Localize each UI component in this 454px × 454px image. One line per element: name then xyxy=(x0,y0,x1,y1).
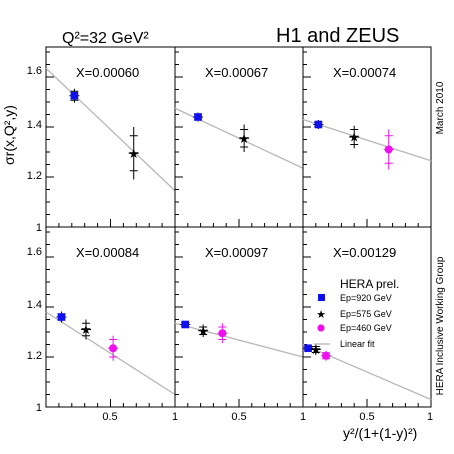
data-point-460 xyxy=(218,329,227,338)
date-label: March 2010 xyxy=(435,81,446,134)
fit-line xyxy=(45,311,176,396)
data-point-920 xyxy=(194,113,202,121)
x-axis-title: y²/(1+(1-y)²) xyxy=(343,425,417,441)
legend-label-fit: Linear fit xyxy=(340,339,375,349)
data-point-575: ★ xyxy=(197,323,209,338)
data-point-460 xyxy=(109,344,118,353)
panel-label: X=0.00097 xyxy=(205,245,268,260)
data-point-920 xyxy=(304,344,312,353)
data-point-920 xyxy=(314,120,323,129)
legend-label-460: Ep=460 GeV xyxy=(340,323,392,333)
legend-circle-marker xyxy=(317,324,325,332)
y-tick-label: 1.4 xyxy=(27,299,42,311)
x-tick-label: 0.5 xyxy=(102,411,117,423)
data-point-575: ★ xyxy=(80,322,92,337)
fit-line xyxy=(302,118,432,162)
data-point-575: ★ xyxy=(128,146,140,161)
x-tick-label: 1 xyxy=(300,411,306,423)
group-label: HERA Inclusive Working Group xyxy=(435,256,446,395)
data-point-460 xyxy=(384,145,393,154)
data-point-575: ★ xyxy=(238,131,250,146)
y-tick-label: 1.6 xyxy=(27,246,42,258)
panel: X=0.00097 ★ xyxy=(174,226,304,408)
y-tick-label: 1.4 xyxy=(27,119,42,131)
x-tick-label: 0.5 xyxy=(231,411,246,423)
y-tick-label: 1.6 xyxy=(27,65,42,77)
legend: HERA prel. Ep=920 GeV ★ Ep=575 GeV Ep=46… xyxy=(314,277,399,349)
panel-label: X=0.00129 xyxy=(333,245,396,260)
data-point-575: ★ xyxy=(310,342,322,357)
x-tick-label: 1 xyxy=(172,411,178,423)
legend-square-marker xyxy=(318,294,325,301)
panel: X=0.00084 ★ xyxy=(45,226,176,408)
collab-title: H1 and ZEUS xyxy=(276,25,399,47)
data-point-920 xyxy=(57,313,66,321)
legend-label-575: Ep=575 GeV xyxy=(340,309,392,319)
x-tick-label: 1 xyxy=(427,411,433,423)
x-tick-label: 0.5 xyxy=(359,411,374,423)
fit-line xyxy=(45,67,176,192)
y-tick-label: 1 xyxy=(36,402,42,414)
y-tick-label: 1 xyxy=(36,222,42,234)
data-point-460 xyxy=(322,351,331,360)
fit-line xyxy=(174,322,304,358)
legend-label-920: Ep=920 GeV xyxy=(340,293,392,303)
x-tick-labels: 0.5 1 0.5 1 0.5 1 xyxy=(102,411,433,423)
data-point-920 xyxy=(181,320,190,329)
panel: X=0.00129 ★ xyxy=(302,226,432,408)
data-point-575: ★ xyxy=(348,130,360,145)
q2-label: Q²=32 GeV² xyxy=(62,30,149,47)
y-tick-labels: 1.6 1.4 1.2 1 1.6 1.4 1.2 1 xyxy=(27,65,42,414)
legend-star-marker: ★ xyxy=(316,309,326,321)
panel-label: X=0.00084 xyxy=(76,245,139,260)
panels-layer: X=0.00060 ★ X=0.00067 ★ X=0.00074 ★ X=0.00084 ★… xyxy=(45,46,432,408)
panel-label: X=0.00060 xyxy=(76,65,139,80)
legend-title: HERA prel. xyxy=(340,277,399,291)
panel-label: X=0.00067 xyxy=(205,65,268,80)
panel: X=0.00060 ★ xyxy=(45,46,176,228)
data-point-920 xyxy=(70,91,79,100)
y-axis-title: σr(x,Q²,y) xyxy=(1,105,17,165)
panel: X=0.00074 ★ xyxy=(302,46,432,228)
panel-label: X=0.00074 xyxy=(333,65,396,80)
y-tick-label: 1.2 xyxy=(27,350,42,362)
panel: X=0.00067 ★ xyxy=(174,46,304,228)
y-tick-label: 1.2 xyxy=(27,170,42,182)
